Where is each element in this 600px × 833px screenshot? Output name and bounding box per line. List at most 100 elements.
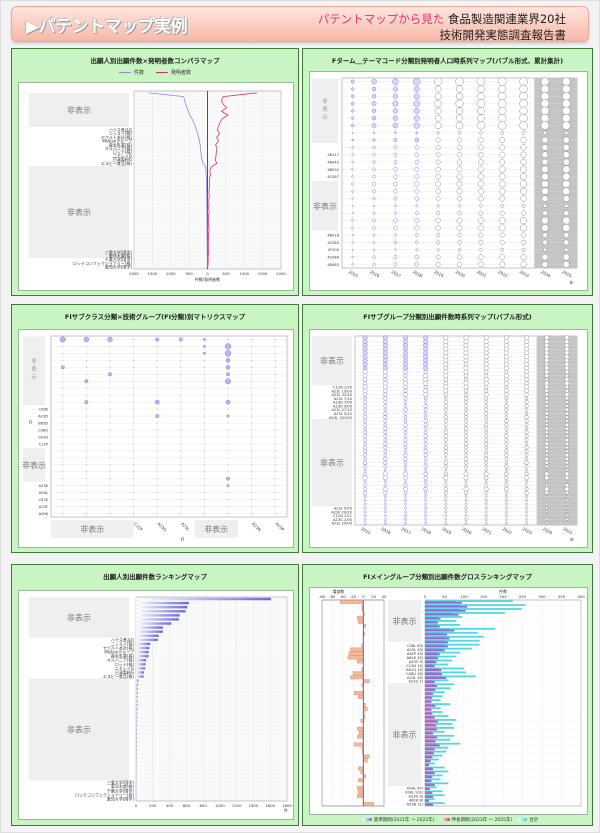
bar-extended (425, 803, 432, 805)
hidden-label-block (29, 597, 129, 638)
bubble (423, 385, 428, 389)
bubble (372, 138, 376, 142)
bubble (371, 94, 377, 99)
bar (136, 683, 139, 686)
bubble (464, 400, 468, 405)
bar-total (425, 774, 443, 777)
bubble (504, 403, 509, 409)
matrix-bubble (108, 372, 112, 377)
bubble (363, 434, 368, 439)
bubble (484, 464, 488, 469)
x-tick-label: 1500 (148, 271, 158, 276)
bubble (351, 153, 354, 156)
bubble (363, 499, 367, 502)
bar-total (425, 647, 472, 650)
bubble (562, 216, 571, 225)
bubble (565, 510, 569, 513)
bubble (404, 495, 407, 498)
bubble (484, 419, 488, 423)
bubble (504, 491, 508, 495)
bar-extended (425, 771, 434, 773)
bar-extended (425, 743, 438, 745)
bubble (392, 122, 399, 129)
bubble (363, 426, 367, 431)
bubble (544, 415, 549, 420)
bubble (484, 502, 488, 506)
x-tick-label: 200 (499, 594, 507, 599)
bubble (464, 460, 468, 465)
hidden-label: 表 (322, 105, 328, 113)
bubble (455, 121, 464, 130)
y-tick-label: ニッスイ(株) (111, 640, 135, 646)
bubble (545, 495, 549, 498)
legend-item-count: 件数 (118, 70, 144, 76)
hidden-label: 非表示 (67, 725, 91, 735)
bubble (457, 248, 462, 252)
bar-base (425, 792, 433, 794)
bubble (413, 93, 420, 100)
y-tick-label: A23G 9/ (409, 795, 424, 799)
bubble (484, 491, 488, 495)
bubble (363, 518, 367, 521)
bar-extended (425, 731, 432, 733)
bubble (484, 430, 488, 435)
report-subtitle: パテントマップから見た 食品製造関連業界20社 (318, 11, 566, 27)
bubble (443, 487, 448, 492)
bubble (464, 495, 468, 498)
bubble (351, 226, 354, 230)
bubble (423, 365, 429, 371)
bubble (383, 411, 388, 416)
bubble (403, 404, 408, 408)
hidden-label-block (388, 600, 421, 642)
bubble (424, 514, 428, 517)
y-tick-label: エスビー食品(株) (103, 673, 135, 679)
bubble (423, 483, 428, 488)
bubble (434, 107, 442, 115)
bubble (525, 506, 529, 510)
bubble (383, 404, 388, 408)
chart-area: C12P A23G A23L A23N A23P C08K A23D B65D C08G G01N… (18, 329, 294, 548)
bar-base (425, 756, 433, 759)
bubble (504, 396, 509, 401)
bar (136, 703, 138, 707)
matrix-bubble (225, 365, 231, 370)
page-title: ▶パテントマップ実例 (26, 17, 188, 37)
bar-extended (425, 739, 434, 741)
y-tick-label: A09K (39, 512, 49, 516)
y-tick-label: オルバニア(株) (105, 145, 133, 151)
bubble (435, 166, 441, 173)
chart-title: FIサブグループ分類別出願件数時系列マップ(バブル形式) (363, 313, 532, 321)
bubble (484, 384, 489, 390)
bubble (565, 415, 569, 420)
bar (136, 769, 137, 772)
bubble (464, 408, 468, 412)
bubble (394, 131, 397, 134)
bubble (562, 84, 571, 94)
bubble (414, 145, 419, 150)
bubble (524, 457, 529, 461)
bubble (424, 445, 428, 450)
bubble (499, 261, 506, 268)
bubble (545, 423, 549, 427)
x-tick-label: 20 (371, 594, 376, 599)
bubble (382, 358, 388, 363)
bubble (565, 400, 569, 404)
bar-total (425, 608, 522, 610)
bubble (404, 480, 407, 483)
bar-extended (425, 795, 432, 797)
bubble (463, 456, 469, 461)
bubble (444, 453, 448, 457)
bubble (382, 486, 388, 492)
bubble (392, 78, 399, 85)
series-line-count (148, 92, 208, 268)
bubble (393, 218, 398, 223)
bubble (435, 225, 441, 231)
y-tick-label: Mizkanグループ (104, 649, 134, 655)
series-line-inventors (207, 92, 258, 268)
bubble (505, 502, 508, 506)
y-tick-label: A23D 7/00 (333, 401, 353, 405)
bar-extended (425, 727, 436, 729)
bar-growth (358, 790, 364, 795)
bar-extended (425, 712, 432, 714)
bubble (403, 464, 408, 469)
